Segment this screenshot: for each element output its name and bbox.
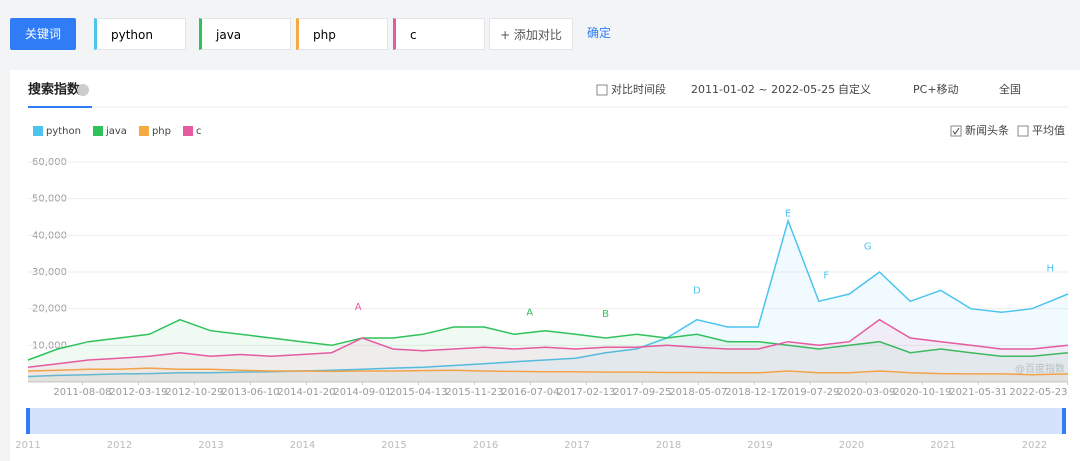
slider-year: 2022 (1022, 440, 1047, 451)
slider-handle[interactable] (1062, 408, 1066, 434)
news-toggle[interactable]: 新闻头条 (965, 123, 1009, 137)
x-tick-label: 2013-06-10 (221, 387, 279, 398)
slider-year: 2015 (381, 440, 406, 451)
legend-label[interactable]: php (152, 126, 171, 137)
x-tick-label: 2019-07-29 (781, 387, 839, 398)
keyword-input[interactable]: php (296, 18, 388, 50)
x-tick-label: 2020-10-19 (893, 387, 951, 398)
x-tick-label: 2018-12-17 (725, 387, 783, 398)
keyword-button[interactable]: 关键词 (10, 18, 76, 50)
confirm[interactable]: 确定 (587, 26, 612, 40)
slider-handle[interactable] (26, 408, 30, 434)
x-tick-label: 2021-05-31 (949, 387, 1007, 398)
average-toggle[interactable]: 平均值 (1032, 124, 1065, 137)
series-line (27, 318, 1069, 361)
custom-dropdown[interactable]: 自定义 (838, 82, 871, 96)
slider-year: 2019 (747, 440, 772, 451)
x-tick-label: 2014-01-20 (277, 387, 335, 398)
keyword-input[interactable]: java (199, 18, 291, 50)
x-tick-label: 2014-09-01 (333, 387, 391, 398)
x-tick-label: 2011-08-08 (53, 387, 111, 398)
checkbox[interactable] (1017, 125, 1029, 137)
series-area (28, 220, 1068, 382)
panel-title: 搜索指数 (28, 82, 81, 98)
compare-toggle[interactable]: 对比时间段 (611, 82, 666, 96)
keyword-input[interactable]: c (393, 18, 485, 50)
legend-swatch[interactable] (92, 126, 103, 136)
news-annotation[interactable]: E (785, 208, 791, 219)
x-tick-label: 2012-03-19 (109, 387, 167, 398)
slider-year: 2016 (473, 440, 498, 451)
legend-swatch[interactable] (33, 126, 43, 136)
help-icon (77, 84, 89, 96)
checkbox[interactable] (950, 125, 962, 137)
series-line (27, 218, 1069, 378)
x-tick-label: 2015-11-23 (445, 387, 503, 398)
slider-year: 2021 (930, 440, 955, 451)
x-tick-label: 2020-03-09 (837, 387, 895, 398)
slider-year: 2011 (15, 440, 40, 451)
watermark: @百度指数 (1015, 362, 1065, 375)
slider-year: 2020 (839, 440, 864, 451)
x-tick-label: 2016-07-04 (501, 387, 559, 398)
slider-year: 2017 (564, 440, 589, 451)
series-area (28, 319, 1068, 382)
x-tick-label: 2017-02-13 (557, 387, 615, 398)
add-compare[interactable]: + 添加对比 (489, 18, 573, 50)
slider-year: 2018 (656, 440, 681, 451)
slider-year: 2014 (290, 440, 315, 451)
date-range[interactable]: 2011-01-02 ~ 2022-05-25 (691, 83, 835, 96)
x-tick-label: 2017-09-25 (613, 387, 671, 398)
legend-swatch[interactable] (138, 126, 149, 136)
news-annotation[interactable]: A (355, 302, 362, 313)
x-tick-label: 2018-05-07 (669, 387, 727, 398)
series-line (27, 318, 1069, 369)
checkbox[interactable] (596, 84, 608, 96)
series-area (28, 319, 1068, 382)
slider-year: 2012 (107, 440, 132, 451)
x-tick-label: 2012-10-29 (165, 387, 223, 398)
news-annotation[interactable]: H (1046, 263, 1054, 274)
region-dropdown[interactable]: 全国 (999, 82, 1021, 96)
x-tick-label: 2022-05-23 (1009, 387, 1067, 398)
series-line (27, 367, 1069, 376)
device-dropdown[interactable]: PC+移动 (913, 83, 959, 96)
news-annotation[interactable]: A (526, 307, 533, 318)
legend-label[interactable]: python (46, 126, 81, 137)
news-annotation[interactable]: F (823, 271, 829, 282)
range-slider[interactable] (28, 408, 1064, 434)
legend-swatch[interactable] (182, 126, 193, 136)
check-mark (952, 127, 960, 135)
legend-label[interactable]: c (196, 126, 202, 137)
news-annotation[interactable]: D (693, 285, 701, 296)
news-annotation[interactable]: B (602, 309, 609, 320)
legend-label[interactable]: java (105, 126, 127, 137)
keyword-input[interactable]: python (94, 18, 186, 50)
x-tick-label: 2015-04-13 (389, 387, 447, 398)
slider-year: 2013 (198, 440, 223, 451)
news-annotation[interactable]: G (864, 241, 872, 252)
